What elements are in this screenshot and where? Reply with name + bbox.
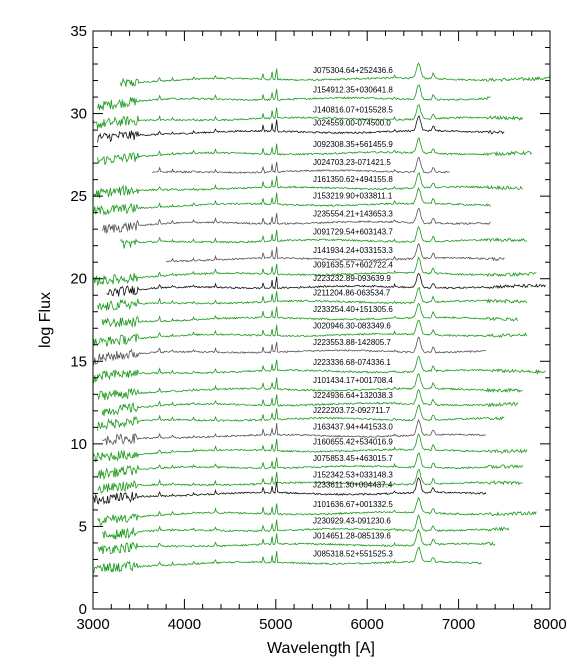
spectrum-label-15: J233254.40+151305.6 [313, 305, 393, 314]
spectrum-line-25 [97, 468, 523, 494]
spectrum-label-1: J075304.64+252436.6 [313, 66, 393, 75]
spectrum-line-24 [97, 452, 523, 480]
spectrum-label-12: J091635.57+602722.4 [313, 261, 393, 270]
x-tick-label-3: 6000 [351, 616, 384, 633]
spectrum-label-24: J075853.45+463015.7 [313, 454, 393, 463]
spectrum-label-29: J014651.28-085139.6 [313, 532, 391, 541]
spectrum-line-4 [97, 115, 505, 143]
spectrum-line-28 [101, 514, 510, 540]
spectrum-line-29 [97, 528, 496, 555]
object-labels: J075304.64+252436.6 J154912.35+030641.8 J1… [313, 66, 393, 559]
plot-frame [92, 30, 551, 610]
spectrum-label-19: J101434.17+001708.4 [313, 376, 393, 385]
x-tick-label-5: 8000 [533, 616, 566, 633]
series-layer [92, 62, 551, 574]
spectrum-line-6 [152, 157, 450, 174]
spectrum-label-6: J024703.23-071421.5 [313, 158, 391, 167]
spectrum-label-21: J222203.72-092711.7 [313, 406, 391, 415]
y-tick-label-6: 30 [70, 106, 87, 123]
y-tick-label-4: 20 [70, 271, 87, 288]
spectrum-line-20 [101, 389, 519, 416]
spectrum-label-22: J163437.94+441533.0 [313, 423, 393, 432]
spectrum-line-18 [92, 356, 546, 383]
spectrum-line-30 [92, 546, 482, 574]
y-tick-label-7: 35 [70, 23, 87, 40]
spectrum-line-9 [101, 208, 491, 235]
spectrum-label-26: J233611.30+004437.4 [313, 480, 393, 489]
spectrum-label-5: J092308.35+561455.9 [313, 140, 393, 149]
spectrum-label-9: J235554.21+143653.3 [313, 209, 393, 218]
y-tick-label-5: 25 [70, 188, 87, 205]
x-tick-label-0: 3000 [76, 616, 109, 633]
spectrum-label-7: J161350.62+494155.8 [313, 175, 393, 184]
spectrum-line-16 [92, 319, 528, 348]
spectrum-line-19 [97, 372, 523, 401]
spectrum-label-11: J141934.24+033153.3 [313, 246, 393, 255]
spectrum-label-28: J230929.43-091230.6 [313, 517, 391, 526]
x-axis-title: Wavelength [A] [267, 640, 375, 657]
spectrum-line-2 [97, 84, 491, 111]
spectrum-line-26 [92, 477, 487, 505]
spectrum-line-13 [106, 273, 546, 297]
spectrum-label-2: J154912.35+030641.8 [313, 86, 393, 95]
axis-ticks: 3000 4000 5000 6000 7000 8000 0 5 10 15 20 25 30 35 [70, 23, 566, 633]
spectrum-label-30: J085318.52+551525.3 [313, 550, 393, 559]
x-tick-label-1: 4000 [168, 616, 201, 633]
y-tick-label-3: 15 [70, 353, 87, 370]
y-axis-title: log Flux [37, 292, 54, 348]
spectrum-line-14 [97, 286, 528, 311]
spectrum-label-3: J140816.07+015528.5 [313, 105, 393, 114]
spectrum-line-21 [97, 404, 505, 431]
spectrum-label-25: J152342.53+033148.3 [313, 470, 393, 479]
y-tick-label-1: 5 [79, 518, 87, 535]
spectrum-label-17: J223553.88-142805.7 [313, 338, 391, 347]
spectrum-line-11 [165, 243, 505, 263]
spectrum-line-10 [120, 226, 528, 249]
spectrum-line-1 [120, 62, 551, 88]
spectrum-line-7 [92, 172, 523, 199]
spectrum-line-15 [101, 302, 519, 328]
spectrum-label-23: J160655.42+534016.9 [313, 437, 393, 446]
spectrum-label-18: J223336.68-074336.1 [313, 358, 391, 367]
spectrum-line-5 [97, 137, 533, 166]
spectrum-line-17 [92, 336, 487, 366]
x-tick-label-4: 7000 [442, 616, 475, 633]
spectrum-line-23 [92, 433, 528, 463]
spectrum-line-12 [92, 256, 537, 286]
y-tick-label-0: 0 [79, 601, 87, 618]
spectrum-line-3 [92, 104, 523, 130]
spectrum-line-22 [101, 418, 487, 446]
spectrum-label-8: J153219.90+033811.1 [313, 191, 393, 200]
spectrum-label-16: J020946.30-083349.6 [313, 322, 391, 331]
spectrum-label-14: J211204.86-063534.7 [313, 289, 391, 298]
spectrum-label-13: J223232.89-093639.9 [313, 274, 391, 283]
y-tick-label-2: 10 [70, 436, 87, 453]
spectrum-label-20: J224936.64+132038.3 [313, 391, 393, 400]
spectrum-line-27 [97, 496, 537, 526]
spectrum-label-27: J101636.67+001332.5 [313, 500, 393, 509]
spectrum-line-8 [92, 186, 491, 216]
spectrum-label-10: J091729.54+603143.7 [313, 228, 393, 237]
x-tick-label-2: 5000 [259, 616, 292, 633]
spectrum-label-4: J024559.00-074500.0 [313, 119, 391, 128]
